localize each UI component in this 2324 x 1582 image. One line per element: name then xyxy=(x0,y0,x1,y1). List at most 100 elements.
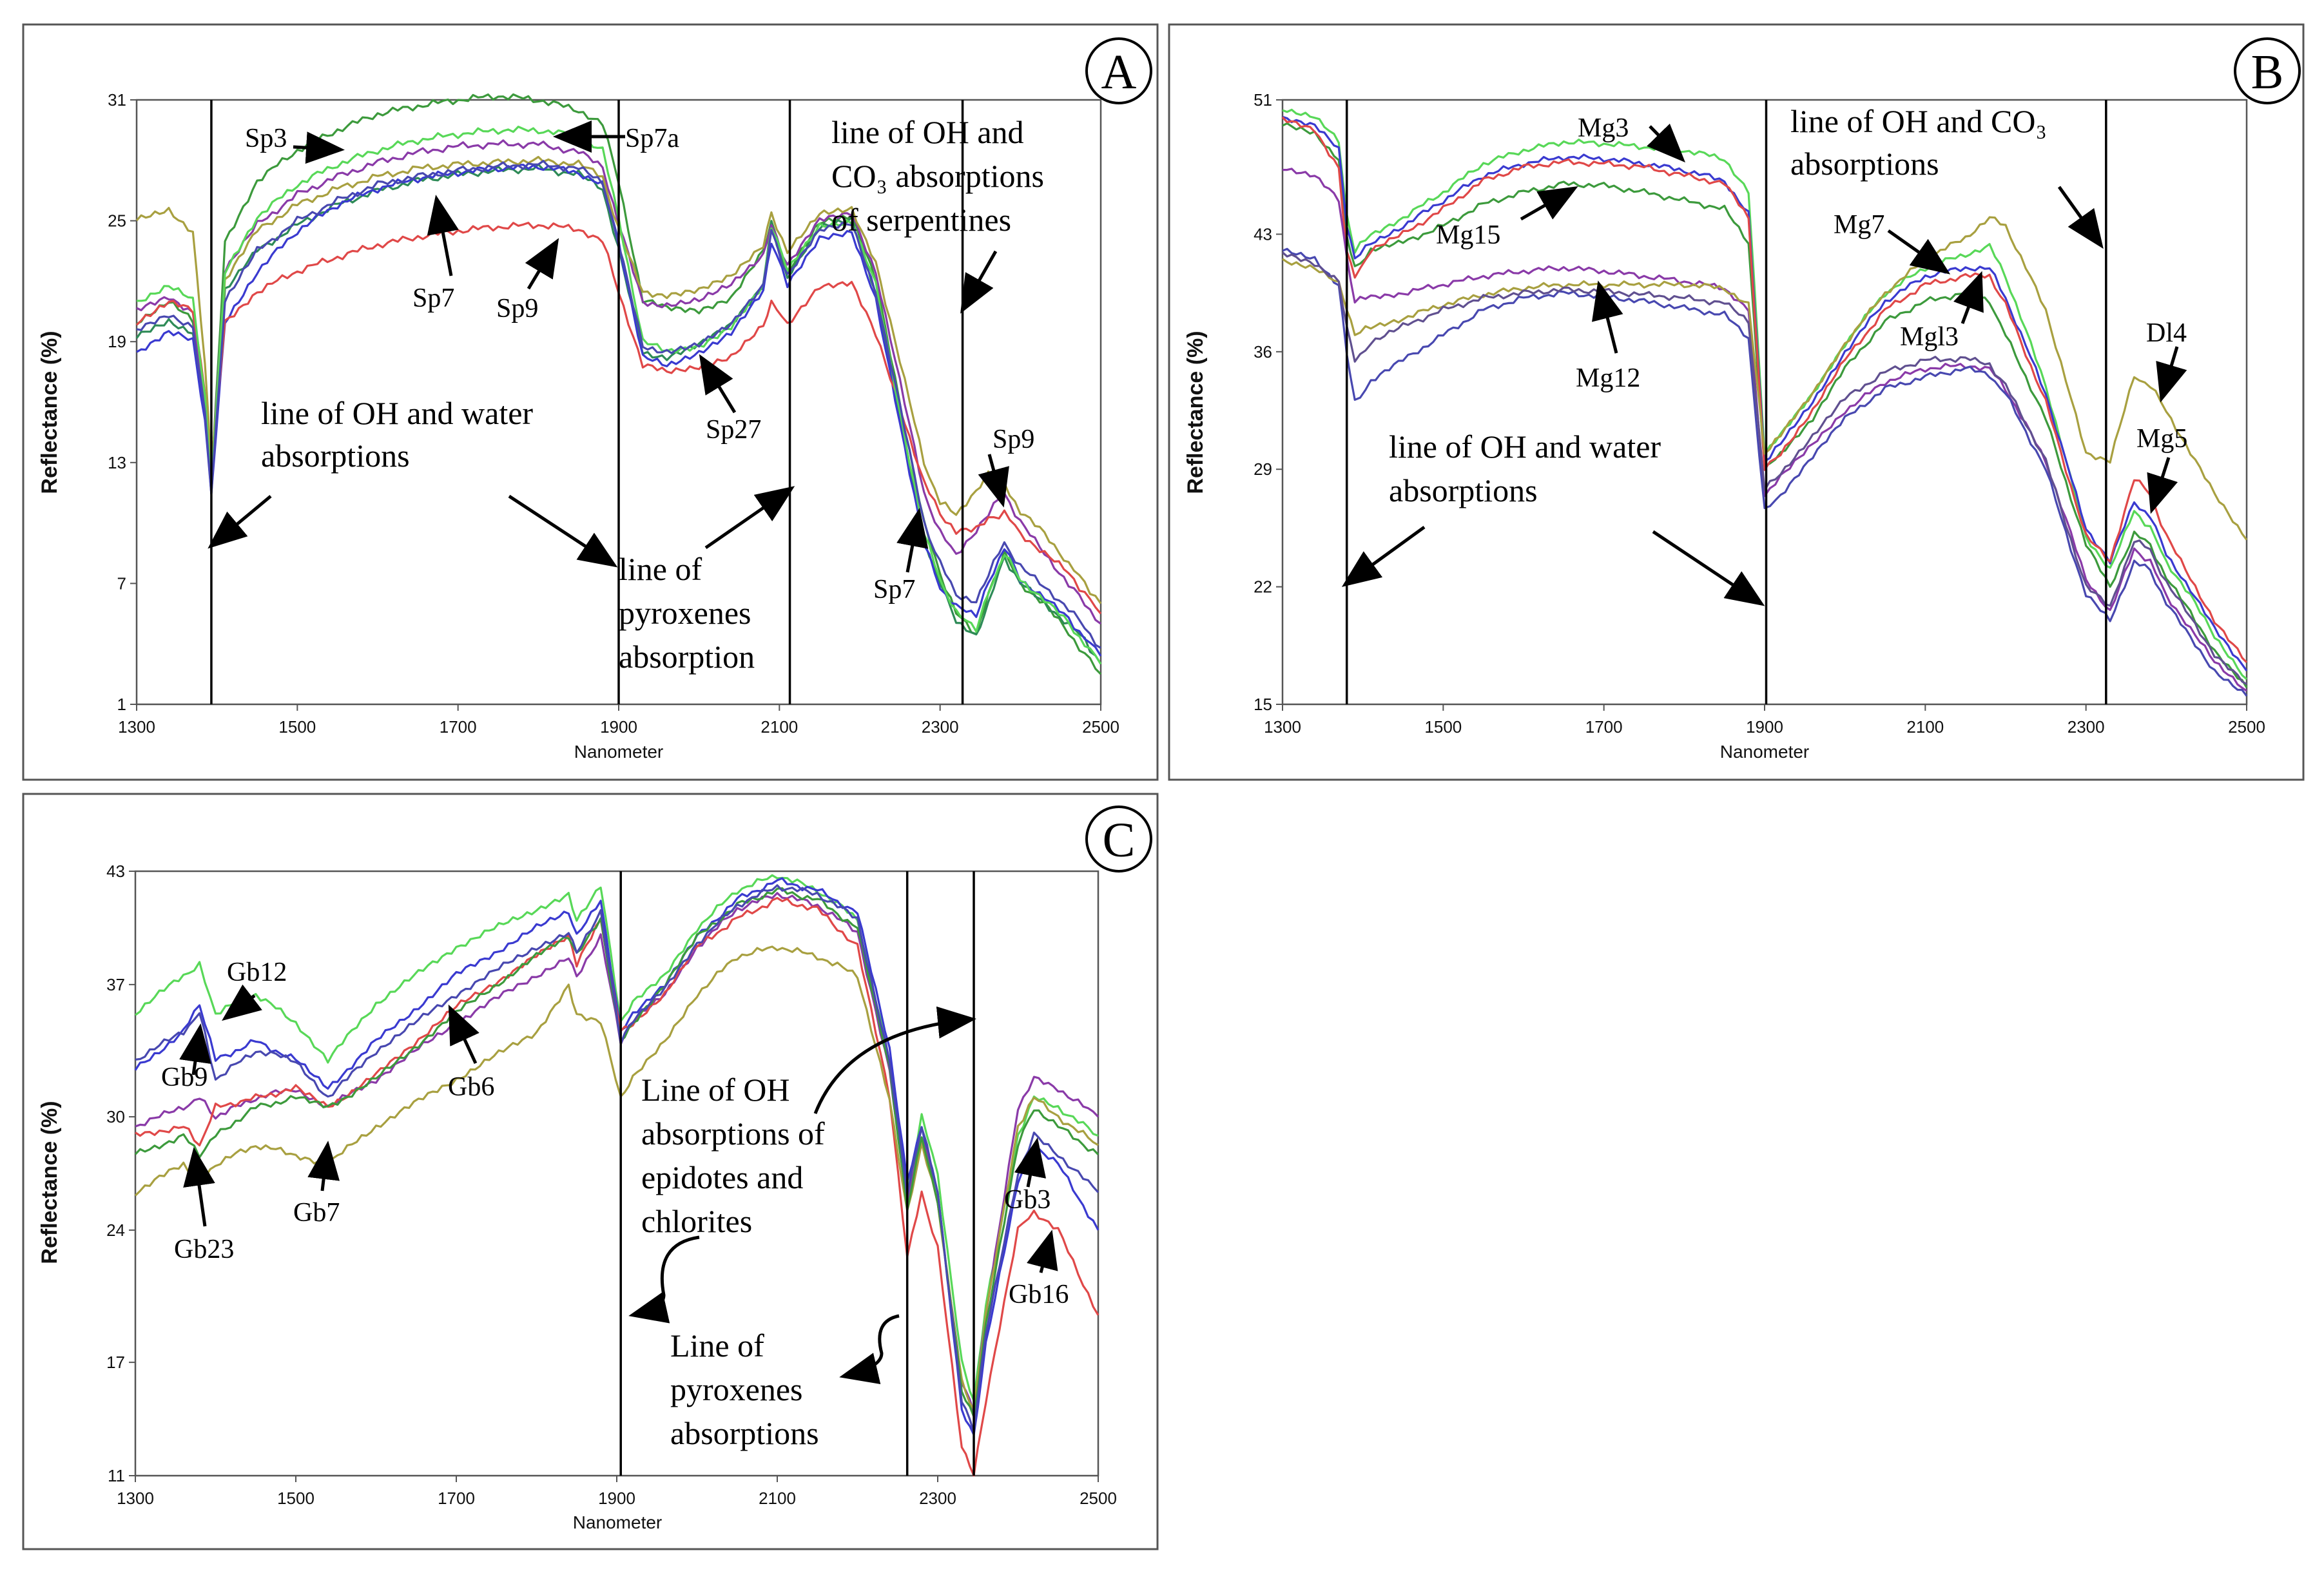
ann-line: line of OH and xyxy=(831,114,1024,150)
x-tick-label: 1700 xyxy=(438,1489,475,1508)
arrow xyxy=(960,250,998,314)
arrow xyxy=(293,131,345,164)
arrow xyxy=(183,1147,215,1227)
panel-a-yticks: 1 7 13 19 25 31 xyxy=(108,90,137,714)
panel-b-series xyxy=(1281,108,2248,697)
panel-c-series-s1 xyxy=(135,874,1099,1402)
arrow xyxy=(179,1023,211,1076)
sample-label-dl4: Dl4 xyxy=(2146,318,2187,348)
x-tick-label: 2100 xyxy=(1906,717,1944,737)
arrow xyxy=(508,494,618,568)
arrow xyxy=(1887,229,1951,275)
x-tick-label: 1700 xyxy=(440,717,477,737)
y-tick-label: 30 xyxy=(106,1107,125,1126)
sample-label-gb7: Gb7 xyxy=(293,1198,340,1228)
panel-c-arrows xyxy=(179,984,1058,1385)
arrow xyxy=(2147,457,2178,514)
x-tick-label: 1900 xyxy=(600,717,637,737)
ann-line: absorptions xyxy=(261,438,410,474)
arrow xyxy=(1520,186,1578,221)
sample-label-mg7: Mg7 xyxy=(1834,210,1884,240)
y-tick-label: 7 xyxy=(117,574,126,593)
panel-b-series-s4 xyxy=(1281,116,2248,664)
ann-line: of serpentines xyxy=(831,202,1011,238)
arrow xyxy=(1014,1137,1047,1188)
y-tick-label: 15 xyxy=(1254,695,1272,714)
sample-label-gb23: Gb23 xyxy=(174,1235,234,1264)
ann-line: epidotes and xyxy=(641,1159,803,1195)
ann-line: pyroxenes xyxy=(619,595,751,631)
arrow xyxy=(1027,1230,1058,1273)
y-tick-label: 43 xyxy=(106,862,125,881)
arrow xyxy=(222,984,262,1021)
arrow xyxy=(2057,186,2104,249)
sample-label-mgl3: Mgl3 xyxy=(1900,322,1959,352)
arrow xyxy=(1652,530,1765,606)
y-tick-label: 31 xyxy=(108,90,126,110)
sample-label-mg5: Mg5 xyxy=(2136,424,2187,454)
x-tick-label: 2300 xyxy=(919,1489,956,1508)
panel-c-vlines xyxy=(619,871,975,1476)
ann-line: line of xyxy=(619,551,702,587)
panel-c-badge xyxy=(1085,805,1152,873)
panel-b-badge xyxy=(2234,37,2301,104)
panel-b-xticks: 1300 1500 1700 1900 2100 2300 2500 xyxy=(1264,704,2265,737)
x-tick-label: 2300 xyxy=(922,717,959,737)
x-tick-label: 2500 xyxy=(1080,1489,1117,1508)
sample-label-gb9: Gb9 xyxy=(161,1063,208,1092)
panel-a-series-s7 xyxy=(137,126,1102,665)
panel-b-series-s8 xyxy=(1281,251,2247,686)
ann-line: line of OH and CO₃ xyxy=(1790,103,2047,139)
sample-label-sp9: Sp9 xyxy=(496,294,538,323)
x-tick-label: 2100 xyxy=(760,717,798,737)
curved-arrow xyxy=(628,1235,700,1324)
panel-a-series-s5 xyxy=(135,222,1102,615)
sample-label-gb6: Gb6 xyxy=(448,1072,494,1102)
y-tick-label: 24 xyxy=(106,1220,125,1240)
panel-c-ylabel: Reflectance (%) xyxy=(37,1101,62,1264)
panel-a-arrows xyxy=(208,121,1009,573)
x-tick-label: 1300 xyxy=(118,717,155,737)
x-tick-label: 1900 xyxy=(598,1489,635,1508)
curved-arrow xyxy=(839,1314,900,1385)
panel-a-badge xyxy=(1085,37,1152,104)
sample-label-mg3: Mg3 xyxy=(1578,113,1629,143)
y-tick-label: 19 xyxy=(108,332,126,351)
sample-label-mg12: Mg12 xyxy=(1576,363,1640,393)
panel-c-annotation-pyroxenes: Line of pyroxenes absorptions xyxy=(670,1327,819,1451)
arrow xyxy=(427,195,459,276)
panel-b-vlines xyxy=(1345,100,2107,704)
sample-label-sp7a: Sp7a xyxy=(625,124,679,153)
panel-a-xticks: 1300 1500 1700 1900 2100 2300 2500 xyxy=(118,704,1119,737)
ann-line: absorptions xyxy=(1790,146,1939,182)
panel-c-yticks: 11 17 24 30 37 43 xyxy=(106,862,135,1485)
panel-b-series-s7 xyxy=(1282,216,2248,541)
ann-line: CO₃ absorptions xyxy=(831,158,1044,194)
sample-label-sp9-right: Sp9 xyxy=(993,425,1034,454)
panel-b-annotation-oh-water: line of OH and water absorptions xyxy=(1389,429,1669,508)
panel-b-arrows xyxy=(1341,123,2187,606)
arrow xyxy=(699,354,737,414)
ann-line: chlorites xyxy=(641,1203,752,1239)
panel-a-xlabel: Nanometer xyxy=(574,742,664,762)
ann-line: line of OH and water xyxy=(261,395,533,431)
panel-a-annotation-oh-water: line of OH and water absorptions xyxy=(261,395,541,474)
sample-label-gb12: Gb12 xyxy=(227,958,287,987)
arrow xyxy=(978,454,1009,508)
panel-a-frame xyxy=(22,23,1159,781)
panel-b-series-s6 xyxy=(1282,247,2248,697)
panel-b-annotation-oh-co3: line of OH and CO₃ absorptions xyxy=(1790,103,2055,182)
sample-label-sp27: Sp27 xyxy=(706,415,761,445)
sample-label-gb3: Gb3 xyxy=(1004,1185,1051,1215)
y-tick-label: 11 xyxy=(108,1466,125,1485)
ann-line: absorption xyxy=(619,639,755,675)
panel-c-series xyxy=(134,874,1099,1477)
curved-arrow xyxy=(813,1006,976,1114)
arrow xyxy=(896,508,929,573)
y-tick-label: 13 xyxy=(108,453,126,472)
panel-b-xlabel: Nanometer xyxy=(1720,742,1810,762)
panel-c: 11 17 24 30 37 43 1300 1500 1700 1900 2100 2300 250… xyxy=(22,793,1159,1550)
x-tick-label: 1500 xyxy=(278,717,316,737)
y-tick-label: 43 xyxy=(1254,224,1272,244)
